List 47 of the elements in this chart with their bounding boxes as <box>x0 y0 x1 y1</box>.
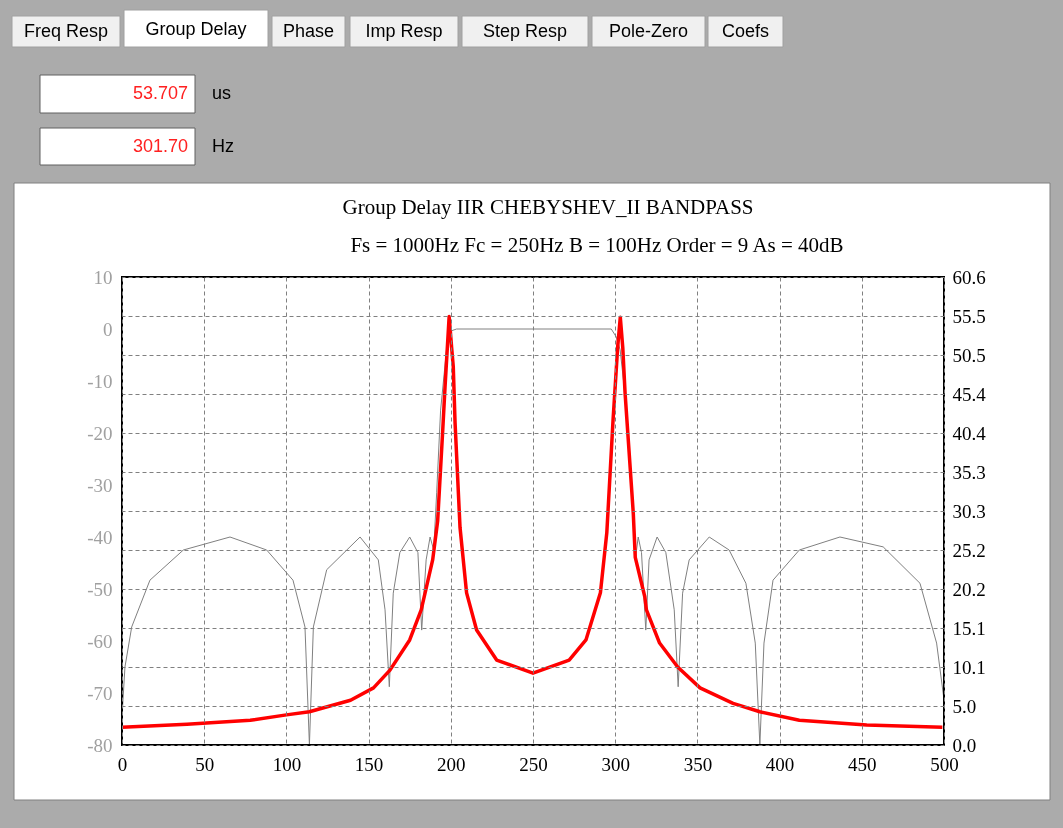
y2-tick-label: 10.1 <box>952 656 986 678</box>
x-tick-label: 450 <box>848 753 877 775</box>
y2-tick-label: 50.5 <box>952 344 986 366</box>
y-tick-label: -80 <box>87 734 113 756</box>
y-tick-label: -70 <box>87 682 113 704</box>
y2-tick-label: 5.0 <box>952 695 977 717</box>
text: 301.70 <box>132 135 188 156</box>
text: Hz <box>212 135 234 156</box>
y2-tick-label: 0.0 <box>952 734 977 756</box>
text: Imp Resp <box>365 21 443 41</box>
y2-tick-label: 60.6 <box>952 266 986 288</box>
y2-tick-label: 35.3 <box>952 461 986 483</box>
text: Group Delay <box>145 19 247 39</box>
y-tick-label: -40 <box>87 526 113 548</box>
x-tick-label: 150 <box>354 753 384 775</box>
y-tick-label: -30 <box>87 474 113 496</box>
y2-tick-label: 45.4 <box>952 383 987 405</box>
text: Coefs <box>721 21 770 41</box>
text: Pole-Zero <box>608 21 689 41</box>
y-tick-label: -20 <box>87 422 113 444</box>
chart-subtitle: Fs = 1000Hz Fc = 250Hz B = 100Hz Order = 9 As = 40dB <box>350 233 844 257</box>
y2-tick-label: 25.2 <box>952 539 986 561</box>
y-tick-label: -50 <box>87 578 113 600</box>
text: us <box>212 83 232 103</box>
x-tick-label: 300 <box>601 753 630 775</box>
text: Freq Resp <box>23 21 109 41</box>
y-tick-label: -60 <box>87 630 113 652</box>
text: Step Resp <box>482 21 568 41</box>
text: 53.707 <box>132 83 188 103</box>
x-tick-label: 250 <box>519 753 548 775</box>
x-tick-label: 350 <box>683 753 713 775</box>
y2-tick-label: 30.3 <box>952 500 986 522</box>
x-tick-label: 400 <box>765 753 795 775</box>
y2-tick-label: 55.5 <box>952 305 986 327</box>
y-tick-label: 10 <box>93 266 113 288</box>
y2-tick-label: 15.1 <box>952 617 986 639</box>
x-tick-label: 50 <box>195 753 215 775</box>
x-tick-label: 0 <box>117 753 128 775</box>
x-tick-label: 100 <box>272 753 302 775</box>
x-tick-label: 200 <box>437 753 466 775</box>
y2-tick-label: 20.2 <box>952 578 986 600</box>
y2-tick-label: 40.4 <box>952 422 987 444</box>
y-tick-label: 0 <box>103 318 113 340</box>
y-tick-label: -10 <box>87 370 113 392</box>
x-tick-label: 500 <box>930 753 959 775</box>
text: Phase <box>282 21 335 41</box>
chart-title: Group Delay IIR CHEBYSHEV_II BANDPASS <box>342 195 754 219</box>
